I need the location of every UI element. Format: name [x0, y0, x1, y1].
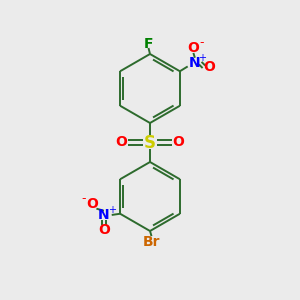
- Text: -: -: [200, 36, 204, 49]
- Text: O: O: [98, 223, 110, 237]
- Text: O: O: [188, 40, 199, 55]
- Text: Br: Br: [143, 235, 160, 248]
- Text: O: O: [116, 136, 128, 149]
- Text: S: S: [144, 134, 156, 152]
- Text: O: O: [203, 60, 215, 74]
- Text: N: N: [189, 56, 201, 70]
- Text: -: -: [82, 192, 86, 205]
- Text: O: O: [86, 197, 98, 211]
- Text: F: F: [144, 38, 153, 51]
- Text: +: +: [198, 53, 206, 63]
- Text: N: N: [98, 208, 110, 222]
- Text: O: O: [172, 136, 184, 149]
- Text: +: +: [108, 205, 116, 214]
